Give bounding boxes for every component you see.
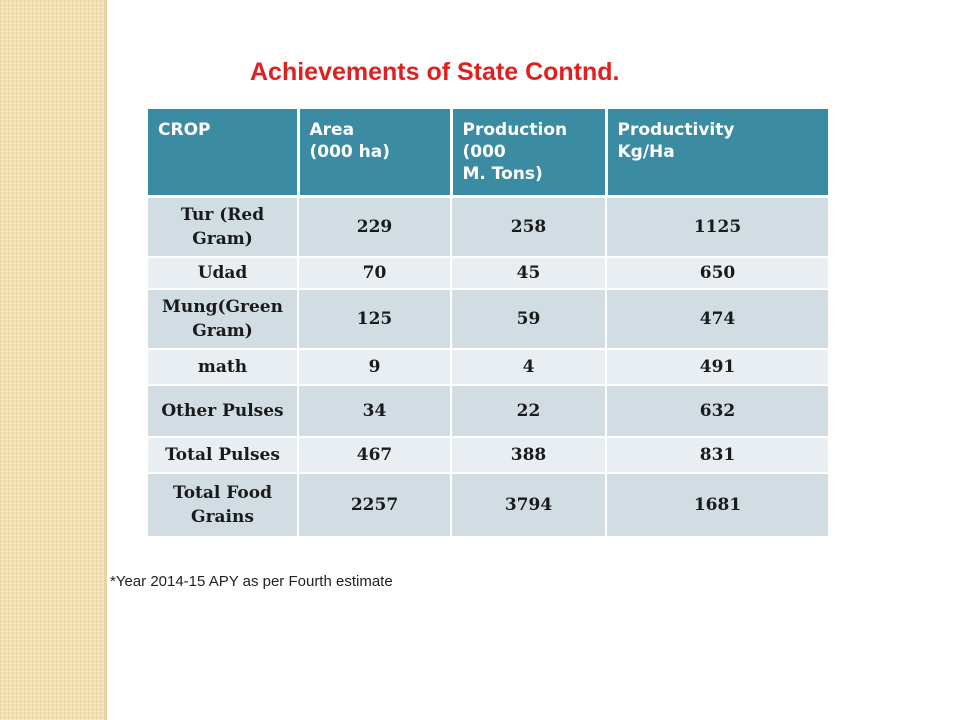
cell-production: 258	[451, 196, 607, 258]
decorative-side-band	[0, 0, 107, 720]
cell-area: 9	[298, 348, 452, 386]
header-productivity: Productivity Kg/Ha	[606, 109, 828, 198]
cell-production: 388	[451, 436, 607, 474]
cell-crop: Total Food Grains	[148, 472, 299, 538]
table-row: Total Food Grains 2257 3794 1681	[148, 472, 828, 538]
cell-production: 4	[451, 348, 607, 386]
table-row: Udad 70 45 650	[148, 256, 828, 290]
cell-production: 45	[451, 256, 607, 290]
table-row: math 9 4 491	[148, 348, 828, 386]
cell-productivity: 1681	[606, 472, 828, 538]
cell-crop: Tur (Red Gram)	[148, 196, 299, 258]
footnote: *Year 2014-15 APY as per Fourth estimate	[110, 573, 393, 590]
cell-production: 3794	[451, 472, 607, 538]
cell-crop: Total Pulses	[148, 436, 299, 474]
slide-title: Achievements of State Contnd.	[250, 58, 620, 86]
cell-area: 467	[298, 436, 452, 474]
table-row: Mung(Green Gram) 125 59 474	[148, 288, 828, 350]
table-row: Tur (Red Gram) 229 258 1125	[148, 196, 828, 258]
cell-productivity: 474	[606, 288, 828, 350]
cell-crop: Other Pulses	[148, 384, 299, 438]
cell-area: 229	[298, 196, 452, 258]
header-production: Production (000 M. Tons)	[451, 109, 608, 198]
cell-productivity: 632	[606, 384, 828, 438]
cell-area: 70	[298, 256, 452, 290]
cell-productivity: 650	[606, 256, 828, 290]
cell-crop: Udad	[148, 256, 299, 290]
crop-achievements-table: CROP Area (000 ha) Production (000 M. Tons)…	[148, 109, 828, 538]
table-row: Other Pulses 34 22 632	[148, 384, 828, 438]
cell-area: 34	[298, 384, 452, 438]
cell-area: 2257	[298, 472, 452, 538]
cell-production: 59	[451, 288, 607, 350]
cell-crop: math	[148, 348, 299, 386]
header-area: Area (000 ha)	[298, 109, 453, 198]
cell-crop: Mung(Green Gram)	[148, 288, 299, 350]
header-crop: CROP	[148, 109, 300, 198]
table-header-row: CROP Area (000 ha) Production (000 M. Tons)…	[148, 109, 828, 198]
cell-area: 125	[298, 288, 452, 350]
cell-productivity: 831	[606, 436, 828, 474]
cell-production: 22	[451, 384, 607, 438]
table-row: Total Pulses 467 388 831	[148, 436, 828, 474]
cell-productivity: 1125	[606, 196, 828, 258]
cell-productivity: 491	[606, 348, 828, 386]
